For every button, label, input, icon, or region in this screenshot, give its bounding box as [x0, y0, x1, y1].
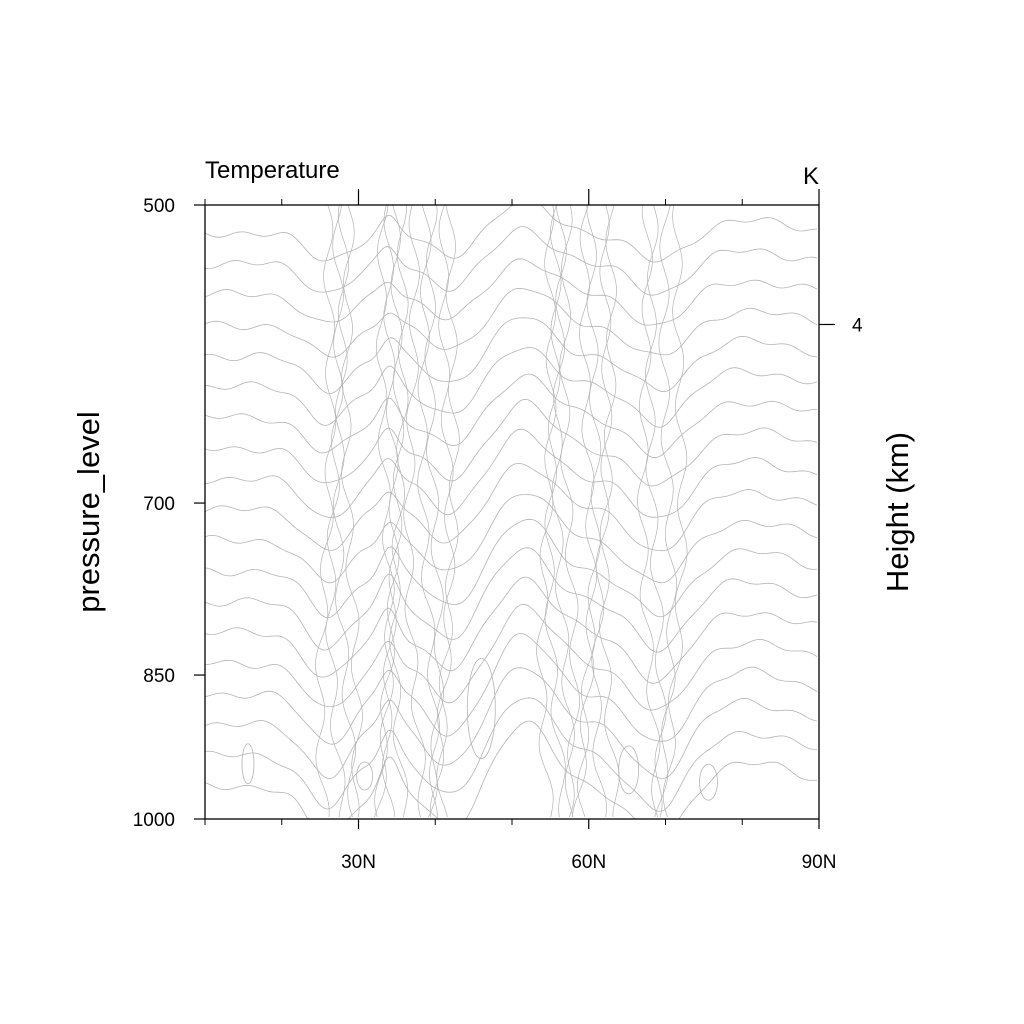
contour-line [577, 204, 602, 818]
contour-line [429, 204, 456, 818]
x-tick-label-60N: 60N [571, 852, 606, 873]
contour-line [536, 204, 557, 818]
contour-line [204, 226, 818, 296]
contour-line [374, 204, 395, 818]
x-tick-label-30N: 30N [341, 852, 376, 873]
contour-line [544, 204, 566, 818]
contour-line [572, 204, 597, 818]
contour-line [204, 463, 818, 552]
contour-line [333, 204, 357, 818]
y-axis-label: pressure_level [71, 411, 106, 613]
contour-line [204, 697, 818, 812]
contour-line [204, 667, 818, 779]
contour-line [315, 204, 337, 818]
axis-ticks: 500 700 850 1000 4 30N 60N 90N [133, 189, 863, 873]
contour-line [204, 204, 818, 263]
contour-line [591, 204, 613, 818]
plot-frame [204, 204, 820, 820]
contour-line [551, 204, 575, 818]
contour-line [637, 204, 661, 818]
contour-line [599, 204, 620, 817]
contour-line [559, 204, 580, 818]
contour-line [204, 428, 818, 519]
y-tick-label-850: 850 [143, 666, 175, 687]
contour-loop [356, 761, 374, 791]
chart-title: Temperature [205, 157, 340, 184]
contour-line [204, 373, 818, 459]
y-tick-label-500: 500 [143, 196, 175, 217]
contour-line [204, 603, 818, 711]
y-tick-label-700: 700 [143, 494, 175, 515]
contour-line [204, 287, 818, 358]
contour-loop [241, 743, 255, 785]
contour-line [204, 398, 818, 487]
contour-line [381, 204, 405, 818]
contour-loop [699, 763, 718, 801]
contour-line [374, 204, 400, 818]
y-tick-label-1000: 1000 [133, 810, 175, 831]
contour-line [389, 204, 409, 818]
contour-line [204, 258, 818, 326]
x-tick-label-90N: 90N [802, 852, 837, 873]
contour-line [662, 204, 688, 818]
contour-line [645, 204, 667, 818]
contour-loop [618, 745, 640, 795]
contour-line [654, 204, 678, 818]
contour-line [436, 204, 460, 818]
y-axis-right-label: Height (km) [880, 432, 915, 592]
units-label: K [803, 163, 819, 190]
contour-line [204, 518, 818, 619]
contour-loop [466, 658, 496, 759]
contour-line [204, 576, 818, 684]
contour-line [204, 633, 818, 745]
contour-line [204, 720, 818, 820]
y-right-tick-label-4: 4 [852, 315, 863, 336]
contour-line [341, 204, 363, 818]
contour-lines [204, 204, 818, 820]
contour-line [204, 347, 818, 428]
contour-line [204, 317, 817, 395]
contour-line [204, 494, 818, 584]
contour-line [403, 204, 426, 818]
contour-line [424, 204, 444, 818]
contour-line [204, 547, 818, 653]
contour-line [325, 204, 346, 818]
contour-line [417, 204, 440, 818]
